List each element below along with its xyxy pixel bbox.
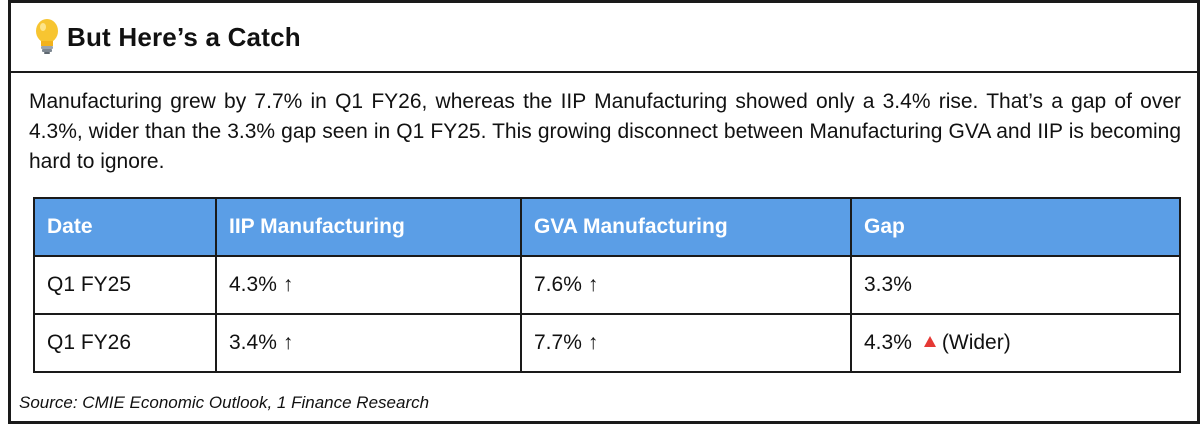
column-header-gap: Gap bbox=[850, 197, 1181, 257]
title-row: But Here’s a Catch bbox=[11, 3, 1197, 73]
column-header-gva: GVA Manufacturing bbox=[520, 197, 852, 257]
source-note: Source: CMIE Economic Outlook, 1 Finance… bbox=[19, 393, 430, 412]
iip-value: 4.3% bbox=[229, 273, 277, 296]
date-text: Q1 FY25 bbox=[47, 273, 132, 296]
column-header-date: Date bbox=[33, 197, 217, 257]
cell-iip: 3.4% ↑ bbox=[215, 313, 522, 373]
cell-iip: 4.3% ↑ bbox=[215, 255, 522, 315]
up-arrow-icon: ↑ bbox=[587, 273, 599, 296]
cell-gva: 7.7% ↑ bbox=[520, 313, 852, 373]
page-title: But Here’s a Catch bbox=[67, 21, 301, 52]
lightbulb-icon bbox=[31, 17, 63, 57]
cell-gap: 3.3% bbox=[850, 255, 1181, 315]
body-paragraph: Manufacturing grew by 7.7% in Q1 FY26, w… bbox=[29, 90, 1181, 173]
iip-value: 3.4% bbox=[229, 331, 277, 354]
gva-value: 7.6% bbox=[534, 273, 582, 296]
date-text: Q1 FY26 bbox=[47, 331, 132, 354]
table-header-row: Date IIP Manufacturing GVA Manufacturing… bbox=[33, 197, 1181, 257]
gva-value: 7.7% bbox=[534, 331, 582, 354]
data-table: Date IIP Manufacturing GVA Manufacturing… bbox=[33, 197, 1181, 373]
data-table-wrapper: Date IIP Manufacturing GVA Manufacturing… bbox=[33, 197, 1181, 373]
cell-date: Q1 FY26 bbox=[33, 313, 217, 373]
up-arrow-icon: ↑ bbox=[282, 331, 294, 354]
up-arrow-icon: ↑ bbox=[282, 273, 294, 296]
gap-value: 3.3% bbox=[864, 273, 912, 296]
cell-date: Q1 FY25 bbox=[33, 255, 217, 315]
gap-value: 4.3% bbox=[864, 331, 912, 354]
red-up-triangle-icon bbox=[923, 336, 936, 348]
gap-note: (Wider) bbox=[941, 331, 1011, 354]
column-header-iip: IIP Manufacturing bbox=[215, 197, 522, 257]
catch-card: But Here’s a Catch Manufacturing grew by… bbox=[8, 0, 1200, 424]
cell-gap: 4.3% (Wider) bbox=[850, 313, 1181, 373]
table-row: Q1 FY25 4.3% ↑ 7.6% ↑ 3.3% bbox=[33, 255, 1181, 315]
table-row: Q1 FY26 3.4% ↑ 7.7% ↑ 4.3% (Wider) bbox=[33, 313, 1181, 373]
cell-gva: 7.6% ↑ bbox=[520, 255, 852, 315]
up-arrow-icon: ↑ bbox=[587, 331, 599, 354]
